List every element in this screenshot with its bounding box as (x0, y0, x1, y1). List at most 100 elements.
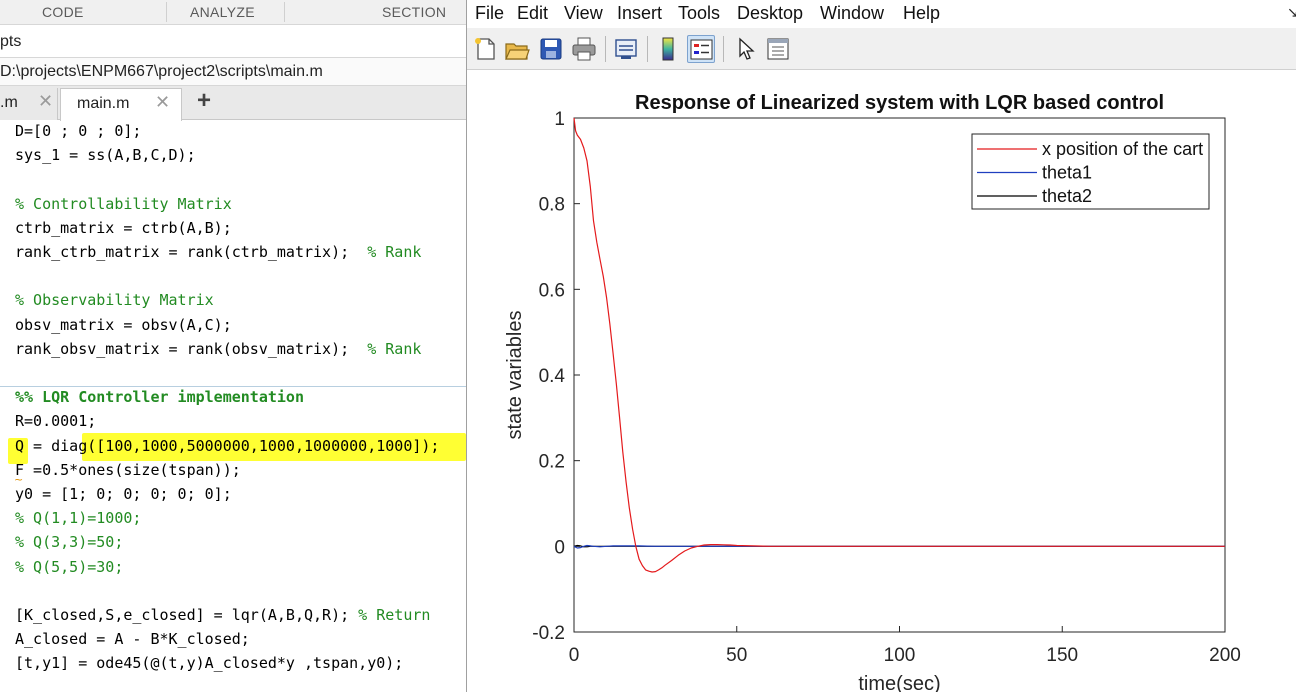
code-line[interactable]: F =0.5*ones(size(tspan)); (15, 459, 241, 483)
close-tab-icon[interactable]: ✕ (155, 92, 171, 112)
code-line[interactable]: sys_1 = ss(A,B,C,D); (15, 144, 196, 168)
menu-help[interactable]: Help (903, 3, 941, 23)
text-highlight (82, 433, 466, 461)
code-comment-line[interactable]: % Q(3,3)=50; (15, 531, 123, 555)
code-text: y0 = [1; 0; 0; 0; 0; 0]; (15, 485, 232, 503)
legend[interactable]: x position of the cart theta1 theta2 (971, 133, 1210, 210)
menu-window[interactable]: Window (820, 3, 885, 23)
y-tick-label: 0.4 (539, 366, 566, 387)
menu-view[interactable]: View (564, 3, 603, 23)
series-line-theta1[interactable] (573, 544, 1225, 549)
inline-comment: % Rank (367, 243, 422, 261)
add-tab-button[interactable]: + (196, 87, 211, 114)
open-file-icon[interactable] (503, 35, 531, 63)
x-tick-label: 0 (569, 645, 580, 666)
y-axis-label: state variables (504, 311, 526, 440)
toolbar-separator (605, 36, 606, 62)
print-icon[interactable] (570, 35, 598, 63)
plot-svg: 0 50 100 150 200-0.200.20.40.60.81 Response … (504, 92, 1241, 692)
insert-colorbar-icon[interactable] (654, 35, 682, 63)
y-tick-label: 1 (554, 109, 565, 130)
code-text: sys_1 = ss(A,B,C,D); (15, 146, 196, 165)
editor-tab-label: main.m (77, 95, 130, 112)
code-text: % Observability Matrix (15, 291, 214, 310)
editor-tab-main-m[interactable]: main.m ✕ (60, 88, 182, 121)
code-text: % Q(3,3)=50; (15, 533, 124, 552)
code-text: % Q(5,5)=30; (15, 557, 124, 576)
editor-tab-bar: .m ✕ main.m ✕ + (0, 86, 466, 121)
code-comment-line[interactable]: % Observability Matrix (15, 289, 214, 313)
code-line[interactable]: y0 = [1; 0; 0; 0; 0; 0]; (15, 483, 232, 507)
file-path-text: D:\projects\ENPM667\project2\scripts\mai… (0, 63, 323, 80)
code-comment-line[interactable]: % Controllability Matrix (15, 193, 232, 217)
axis-ticks: 0 50 100 150 200-0.200.20.40.60.81 (532, 109, 1241, 666)
editor-tab-label: .m (0, 94, 18, 111)
save-icon[interactable] (537, 35, 565, 63)
code-line[interactable]: A_closed = A - B*K_closed; (15, 628, 250, 652)
x-tick-label: 50 (726, 645, 747, 666)
menu-file[interactable]: File (475, 3, 505, 23)
property-inspector-icon[interactable] (764, 35, 792, 63)
code-text: Q = diag([100,1000,5000000,1000,1000000,… (15, 436, 440, 455)
plot-lines (573, 117, 1225, 573)
code-line[interactable]: D=[0 ; 0 ; 0]; (15, 120, 141, 144)
y-tick-label: -0.2 (532, 623, 565, 644)
y-tick-label: 0.6 (539, 280, 565, 301)
menu-insert[interactable]: Insert (617, 3, 663, 23)
x-tick-label: 200 (1209, 645, 1241, 666)
figure-toolbar (467, 28, 1296, 70)
figure-window: File Edit View Insert Tools Desktop Wind… (466, 0, 1296, 692)
series-line-x-position-of-the-cart[interactable] (573, 117, 1225, 573)
code-line[interactable]: [t,y1] = ode45(@(t,y)A_closed*y ,tspan,y… (15, 652, 403, 676)
insert-legend-icon[interactable] (687, 35, 715, 63)
toolstrip-tab-section[interactable]: SECTION (382, 4, 447, 20)
legend-entry-label: x position of the cart (1042, 139, 1203, 159)
code-line[interactable]: rank_obsv_matrix = rank(obsv_matrix); % … (15, 338, 421, 362)
figure-menubar: File Edit View Insert Tools Desktop Wind… (467, 0, 1296, 28)
code-text: [K_closed,S,e_closed] = lqr(A,B,Q,R); (15, 606, 359, 624)
y-tick-label: 0.8 (539, 195, 565, 216)
code-text: % Controllability Matrix (15, 194, 232, 213)
code-line[interactable]: ctrb_matrix = ctrb(A,B); (15, 217, 232, 241)
menu-edit[interactable]: Edit (517, 3, 549, 23)
code-text: D=[0 ; 0 ; 0]; (15, 122, 142, 140)
code-text: rank_ctrb_matrix = rank(ctrb_matrix); (15, 243, 368, 261)
section-divider (0, 386, 466, 387)
toolstrip-tab-analyze[interactable]: ANALYZE (190, 4, 255, 20)
file-path-bar: D:\projects\ENPM667\project2\scripts\mai… (0, 58, 466, 86)
code-line[interactable]: [K_closed,S,e_closed] = lqr(A,B,Q,R); % … (15, 604, 430, 628)
toolbar-separator (647, 36, 648, 62)
plot-title: Response of Linearized system with LQR b… (635, 92, 1164, 114)
toolstrip-separator (284, 2, 285, 22)
menu-desktop[interactable]: Desktop (737, 3, 804, 23)
code-section-header[interactable]: %% LQR Controller implementation (15, 386, 304, 410)
code-line[interactable]: obsv_matrix = obsv(A,C); (15, 314, 232, 338)
warning-squiggle-icon: ~ (14, 473, 24, 486)
code-text: [t,y1] = ode45(@(t,y)A_closed*y ,tspan,y… (15, 654, 404, 673)
x-tick-label: 150 (1046, 645, 1078, 666)
code-comment-line[interactable]: % Q(1,1)=1000; (15, 507, 141, 531)
code-text: R=0.0001; (15, 412, 97, 431)
text-highlight (8, 438, 28, 464)
code-area[interactable]: D=[0 ; 0 ; 0]; sys_1 = ss(A,B,C,D); % Cont… (0, 120, 466, 692)
close-tab-icon[interactable]: ✕ (38, 91, 54, 111)
code-line[interactable]: R=0.0001; (15, 410, 96, 434)
legend-entry-label: theta1 (1042, 163, 1092, 183)
code-comment-line[interactable]: % Q(5,5)=30; (15, 556, 123, 580)
x-axis-label: time(sec) (858, 673, 940, 692)
menu-overflow-icon[interactable]: ↘ (1287, 4, 1296, 20)
code-line[interactable]: Q = diag([100,1000,5000000,1000,1000000,… (15, 435, 439, 459)
y-tick-label: 0.2 (539, 452, 565, 473)
menu-tools[interactable]: Tools (678, 3, 721, 23)
toolstrip-tab-code[interactable]: CODE (42, 4, 84, 20)
code-line[interactable]: rank_ctrb_matrix = rank(ctrb_matrix); % … (15, 241, 421, 265)
inline-comment: % Return (358, 606, 431, 624)
inline-comment: % Rank (367, 339, 422, 358)
new-figure-icon[interactable] (471, 35, 499, 63)
y-tick-label: 0 (554, 537, 565, 558)
edit-plot-arrow-icon[interactable] (731, 35, 759, 63)
code-text: F =0.5*ones(size(tspan)); (15, 460, 241, 479)
editor-tab-other-file[interactable]: .m ✕ (0, 88, 58, 120)
current-folder-label[interactable]: pts (0, 33, 22, 50)
link-plot-icon[interactable] (612, 35, 640, 63)
